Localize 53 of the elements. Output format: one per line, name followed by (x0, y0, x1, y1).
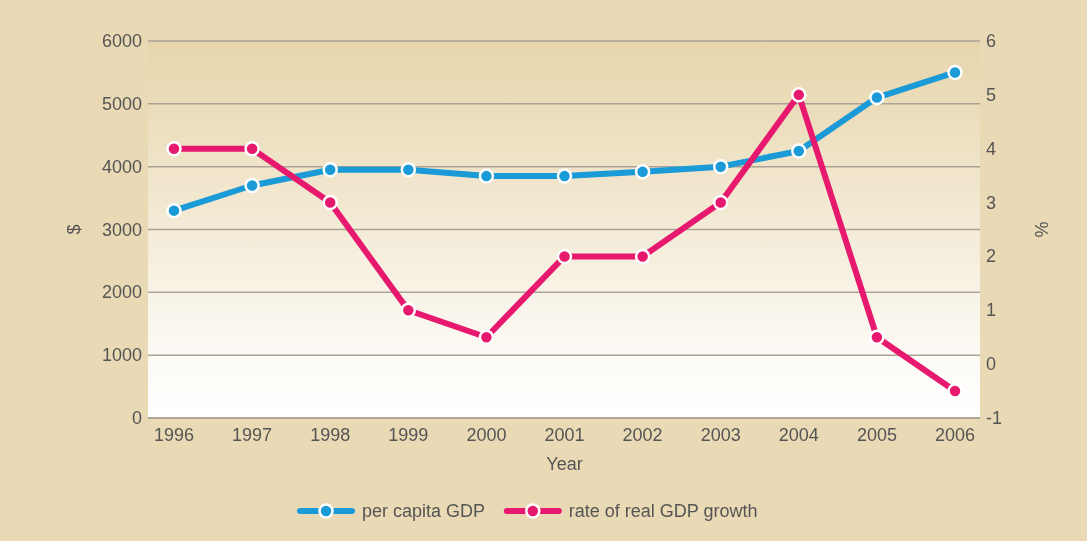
point (947, 64, 963, 81)
y2-tick-label: 4 (986, 138, 997, 159)
y2-tick-label: 6 (986, 31, 997, 51)
point (634, 163, 651, 180)
point (556, 248, 573, 265)
point (166, 202, 182, 219)
x-axis-title: Year (546, 454, 583, 474)
point (322, 162, 338, 178)
x-tick-label: 1997 (232, 425, 273, 445)
x-tick-label: 2001 (544, 425, 585, 445)
point (556, 168, 573, 184)
point (712, 158, 729, 175)
point (869, 89, 885, 106)
y2-tick-label: 0 (986, 354, 997, 375)
y-tick-label: 0 (131, 408, 142, 428)
point (400, 302, 417, 319)
point (791, 87, 807, 103)
x-tick-label: 2003 (700, 425, 741, 445)
y-axis-title: $ (64, 224, 84, 235)
point (947, 383, 963, 399)
y2-tick-label: 5 (986, 84, 997, 105)
x-tick-label: 2004 (778, 425, 819, 445)
x-tick-label: 2000 (466, 425, 507, 445)
legend-label: rate of real GDP growth (568, 501, 758, 521)
x-tick-label: 1998 (310, 425, 351, 445)
y2-tick-label: 3 (986, 192, 997, 213)
point (244, 140, 260, 157)
y-tick-label: 4000 (101, 156, 142, 177)
x-tick-label: 2006 (934, 425, 976, 445)
y-tick-label: 6000 (101, 31, 142, 51)
point (869, 329, 885, 345)
x-tick-label: 2002 (622, 425, 663, 445)
y-tick-label: 1000 (101, 345, 142, 366)
point (478, 168, 495, 184)
y-tick-label: 2000 (101, 282, 142, 303)
y2-axis-title: % (1031, 221, 1051, 238)
y-tick-label: 3000 (101, 219, 142, 240)
y2-tick-label: 2 (986, 246, 997, 267)
point (244, 177, 260, 194)
y2-tick-label: 1 (986, 300, 997, 321)
point (634, 248, 651, 265)
y-tick-label: 5000 (101, 93, 142, 114)
point (478, 329, 495, 345)
point (166, 140, 182, 157)
point (791, 143, 807, 159)
point (712, 194, 729, 211)
x-tick-label: 1996 (153, 425, 195, 445)
x-tick-label: 1999 (388, 425, 429, 445)
legend-label: per capita GDP (362, 501, 486, 521)
point (322, 194, 338, 211)
point (400, 162, 417, 178)
x-tick-label: 2005 (856, 425, 897, 445)
y2-tick-label: -1 (986, 408, 1003, 428)
